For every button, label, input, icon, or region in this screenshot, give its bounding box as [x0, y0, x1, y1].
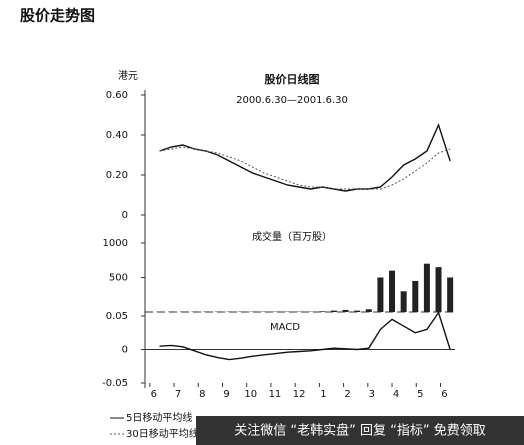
- y-tick-label: 1000: [103, 238, 128, 249]
- y-tick-label: 0.40: [106, 130, 128, 141]
- x-tick-label: 7: [175, 389, 181, 400]
- y-tick-label: 0.05: [106, 311, 128, 322]
- x-tick-label: 10: [244, 389, 257, 400]
- chart-title: 股价日线图: [265, 72, 320, 86]
- chart-title: 成交量（百万股）: [252, 230, 332, 243]
- bar: [400, 291, 407, 312]
- x-tick-label: 9: [223, 389, 229, 400]
- series-line: [159, 311, 451, 361]
- bar: [447, 277, 454, 312]
- bar: [435, 267, 442, 312]
- x-tick-label: 8: [199, 389, 205, 400]
- y-axis-label: 港元: [118, 70, 138, 82]
- legend-label: 30日移动平均线: [126, 427, 199, 440]
- x-tick-label: 2: [344, 389, 350, 400]
- page-title: 股价走势图: [20, 7, 95, 25]
- chart-title: MACD: [270, 322, 300, 333]
- bar: [365, 309, 372, 312]
- bar: [423, 263, 430, 312]
- x-tick-label: 6: [441, 389, 447, 400]
- y-tick-label: 0.60: [106, 90, 128, 101]
- bar: [342, 309, 349, 312]
- x-tick-label: 3: [369, 389, 375, 400]
- bar: [330, 310, 337, 312]
- bar: [389, 270, 396, 312]
- series-line: [159, 146, 451, 190]
- watermark-bg: [196, 416, 524, 445]
- x-tick-label: 1: [320, 389, 326, 400]
- y-tick-label: 0.20: [106, 170, 128, 181]
- x-tick-label: 6: [151, 389, 157, 400]
- x-tick-label: 11: [269, 389, 282, 400]
- series-line: [159, 123, 451, 192]
- bar: [412, 280, 419, 312]
- y-tick-label: 0: [122, 345, 128, 356]
- y-tick-label: 500: [109, 273, 128, 284]
- x-tick-label: 5: [417, 389, 423, 400]
- x-tick-label: 4: [393, 389, 399, 400]
- bar: [377, 277, 384, 312]
- legend-label: 5日移动平均线: [126, 411, 192, 424]
- watermark: 关注微信 “老韩实盘” 回复 “指标” 免费领取: [234, 423, 485, 439]
- y-tick-label: -0.05: [102, 378, 128, 389]
- y-tick-label: 0: [122, 210, 128, 221]
- x-tick-label: 12: [293, 389, 306, 400]
- bar: [319, 311, 326, 312]
- chart-subtitle: 2000.6.30—2001.6.30: [236, 95, 348, 106]
- bar: [354, 310, 361, 312]
